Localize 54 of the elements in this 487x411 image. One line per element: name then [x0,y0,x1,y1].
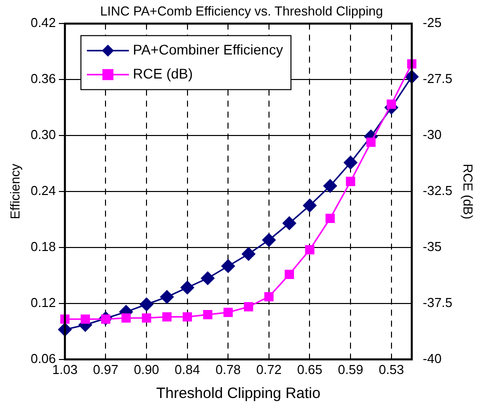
y2-tick-label: -35 [422,239,442,254]
point [223,308,233,318]
legend-label: RCE (dB) [132,65,193,82]
y2-tick-label: -25 [422,15,442,30]
point [244,302,254,312]
x-tick-label: 0.65 [297,362,322,377]
y2-tick-label: -27.5 [422,71,452,86]
y2-tick-label: -32.5 [422,183,452,198]
point [182,312,192,322]
point [262,233,276,247]
point [142,313,152,323]
y-tick-label: 0.18 [30,239,56,254]
x-axis-title: Threshold Clipping Ratio [156,385,320,402]
point [303,198,316,212]
point [80,314,90,324]
point [140,298,154,312]
x-tick-label: 0.53 [378,362,404,377]
point [242,247,256,261]
point [326,214,335,224]
legend-label: PA+Combiner Efficiency [132,41,283,58]
y-tick-label: 0.06 [30,350,56,366]
point [386,100,396,109]
x-tick-label: 0.59 [338,362,364,377]
y-tick-label: 0.42 [30,15,56,30]
y-tick-label: 0.24 [30,183,56,198]
y-tick-label: 0.30 [30,127,56,142]
point [160,290,174,304]
chart-title: LINC PA+Comb Efficiency vs. Threshold Clipping [100,3,383,18]
point [264,292,274,302]
y2-tick-label: -30 [422,127,442,142]
x-tick-label: 0.78 [215,362,241,377]
point [162,312,172,322]
y-tick-label: 0.12 [30,295,56,310]
point [282,216,296,230]
x-tick-label: 0.72 [256,362,282,377]
y-tick-label: 0.36 [30,71,56,86]
point [366,138,376,147]
point [344,156,358,170]
point [203,310,212,320]
x-tick-label: 0.84 [174,362,200,377]
x-tick-label: 0.97 [93,362,118,377]
y2-tick-label: -40 [422,350,442,366]
point [180,280,194,294]
x-tick-label: 0.90 [134,362,160,377]
point [221,259,235,273]
point [200,272,214,285]
y2-axis-title: RCE (dB) [460,164,476,220]
point [323,179,337,193]
y-axis-title: Efficiency [7,163,22,220]
point [284,270,294,279]
point [121,313,131,323]
point [305,245,314,254]
point [346,176,356,186]
y2-tick-label: -37.5 [422,295,452,310]
